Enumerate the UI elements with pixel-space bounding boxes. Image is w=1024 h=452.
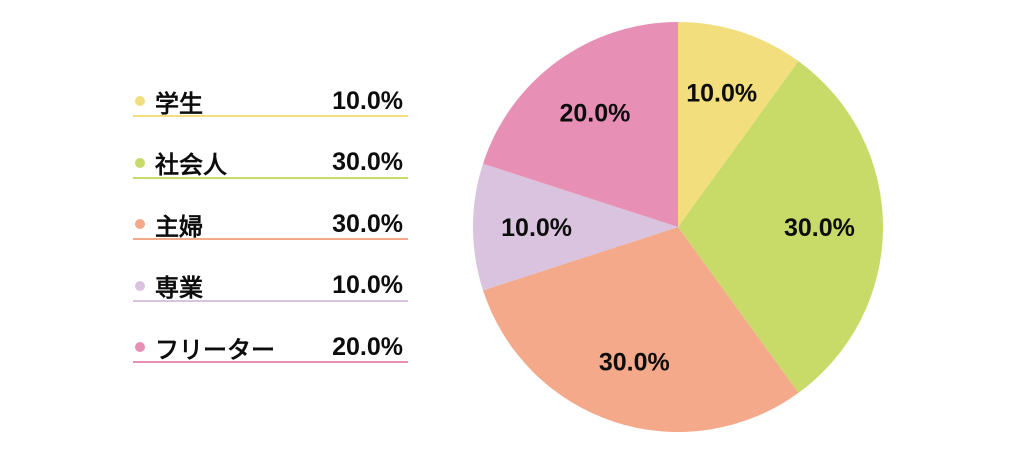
legend-value: 10.0% bbox=[332, 86, 403, 115]
pie-chart: 10.0% 30.0% 30.0% 10.0% 20.0% bbox=[473, 22, 883, 432]
legend-color-dot-icon bbox=[135, 342, 145, 352]
legend-item: フリーター 20.0% bbox=[133, 332, 408, 364]
chart-legend: 学生 10.0% 社会人 30.0% 主婦 30.0% 専業 10.0% フリー… bbox=[133, 86, 408, 396]
legend-label: 社会人 bbox=[155, 152, 227, 179]
legend-value: 30.0% bbox=[332, 209, 403, 238]
pie-slice-label: 10.0% bbox=[501, 214, 572, 242]
pie-slice-label: 30.0% bbox=[599, 348, 670, 376]
legend-label: 学生 bbox=[155, 90, 203, 118]
pie-slice-1 bbox=[678, 22, 799, 227]
legend-item: 主婦 30.0% bbox=[133, 209, 408, 241]
legend-color-dot-icon bbox=[135, 219, 145, 229]
pie-slice-4 bbox=[473, 163, 678, 291]
legend-color-dot-icon bbox=[135, 157, 145, 168]
pie-slice-3 bbox=[483, 227, 799, 432]
pie-slice-2 bbox=[678, 61, 883, 393]
legend-item: 社会人 30.0% bbox=[133, 148, 408, 179]
pie-slice-label: 10.0% bbox=[686, 79, 757, 107]
legend-color-dot-icon bbox=[135, 280, 145, 291]
legend-item: 専業 10.0% bbox=[133, 271, 408, 302]
pie-slice-5 bbox=[483, 22, 678, 227]
legend-color-dot-icon bbox=[135, 96, 145, 106]
pie-slice-label: 20.0% bbox=[559, 99, 630, 127]
legend-value: 10.0% bbox=[332, 271, 403, 299]
pie-slice-label: 30.0% bbox=[784, 214, 855, 242]
legend-label: 専業 bbox=[155, 275, 203, 302]
legend-label: 主婦 bbox=[155, 213, 203, 241]
legend-value: 30.0% bbox=[332, 148, 403, 176]
legend-label: フリーター bbox=[155, 336, 275, 364]
legend-item: 学生 10.0% bbox=[133, 86, 408, 118]
legend-value: 20.0% bbox=[332, 332, 403, 361]
